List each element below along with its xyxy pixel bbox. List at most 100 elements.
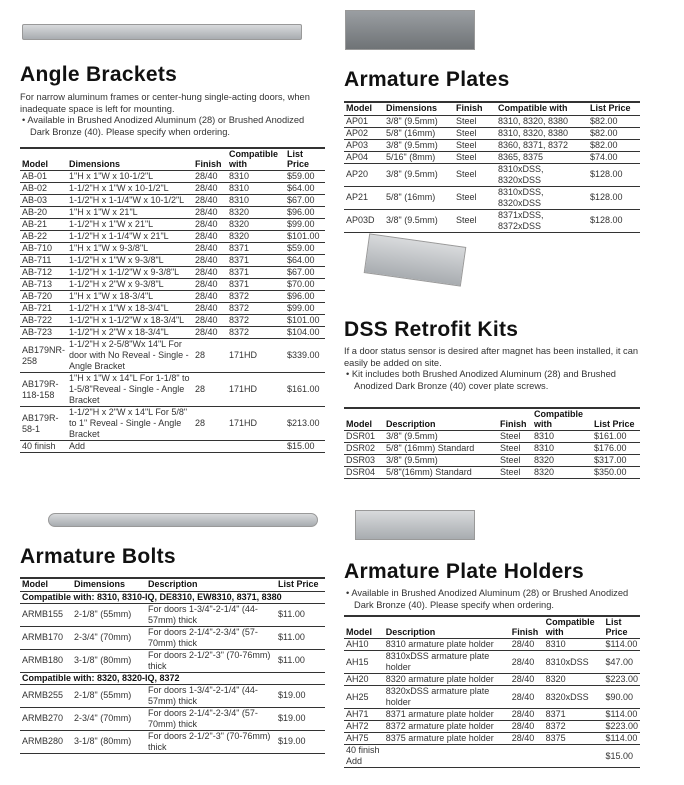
- group-label: Compatible with: 8320, 8320-IQ, 8372: [20, 672, 325, 685]
- column-header: Model: [344, 616, 384, 639]
- table-cell: 8310 armature plate holder: [383, 638, 510, 651]
- table-cell: AH71: [344, 708, 384, 721]
- column-header: Description: [383, 616, 510, 639]
- table-cell: For doors 2-1/4"-2-3/4" (57-70mm) thick: [146, 626, 276, 650]
- section-title: DSS Retrofit Kits: [344, 318, 519, 341]
- table-cell: 28: [193, 338, 228, 373]
- table-row: AB-720 1"H x 1"W x 18-3/4"L 28/40 8372 $96.0…: [20, 290, 325, 303]
- table-cell: $114.00: [603, 732, 640, 745]
- table-cell: $74.00: [588, 151, 640, 164]
- table-cell: 1"H x 1"W x 18-3/4"L: [67, 290, 194, 303]
- table-row: AP03 3/8" (9.5mm) Steel 8360, 8371, 8372 $82…: [344, 139, 640, 152]
- table-cell: 171HD: [227, 338, 286, 373]
- table-cell: 28: [193, 372, 228, 407]
- column-header: Model: [344, 102, 384, 116]
- column-header: Finish: [454, 102, 496, 116]
- table-cell: $19.00: [276, 684, 325, 708]
- table-row: AP02 5/8" (16mm) Steel 8310, 8320, 8380 $82.…: [344, 127, 640, 140]
- table-cell: [383, 744, 510, 768]
- header-row: Model Description Finish Compatible with Lis…: [344, 408, 640, 431]
- table-cell: 8320: [543, 673, 604, 686]
- table-cell: 28/40: [193, 170, 228, 183]
- table-cell: AB-02: [20, 182, 68, 195]
- table-cell: 28: [193, 406, 228, 441]
- table-cell: 8320: [227, 218, 286, 231]
- header-row: Model Dimensions Finish Compatible with List…: [344, 102, 640, 116]
- table-cell: $128.00: [588, 163, 640, 187]
- table-row: AB179R-58-1 1-1/2"H x 2"W x 14"L For 5/8"…: [20, 406, 325, 441]
- table-cell: 8372: [543, 720, 604, 733]
- table-row: AB-712 1-1/2"H x 1-1/2"W x 9-3/8"L 28/40 83…: [20, 266, 325, 279]
- table-cell: AB-01: [20, 170, 68, 183]
- table-cell: AB-711: [20, 254, 68, 267]
- table-cell: AB-713: [20, 278, 68, 291]
- column-header: Model: [344, 408, 384, 431]
- group-row: Compatible with: 8310, 8310-IQ, DE8310, …: [20, 591, 325, 604]
- table-cell: 8310: [227, 182, 286, 195]
- table-cell: $19.00: [276, 707, 325, 731]
- armature-bolts-section: Armature Bolts Model Dimensions Descriptio…: [20, 545, 325, 754]
- table-cell: $161.00: [592, 430, 640, 443]
- table-row: ARMB270 2-3/4" (70mm) For doors 2-1/4"-2-3…: [20, 707, 325, 731]
- table-cell: 8310, 8320, 8380: [496, 127, 588, 140]
- angle-brackets-table: Model Dimensions Finish Compatible with List…: [20, 147, 325, 453]
- table-cell: 40 finish: [20, 440, 68, 453]
- table-cell: $114.00: [603, 638, 640, 651]
- table-cell: 28/40: [509, 708, 544, 721]
- table-row: AB-21 1-1/2"H x 1"W x 21"L 28/40 8320 $99.00: [20, 218, 325, 231]
- table-cell: 8310xDSS, 8320xDSS: [496, 186, 588, 210]
- table-cell: AH25: [344, 685, 384, 709]
- table-cell: AP04: [344, 151, 384, 164]
- table-cell: $64.00: [285, 182, 325, 195]
- table-cell: 8310xDSS, 8320xDSS: [496, 163, 588, 187]
- table-cell: Steel: [454, 127, 496, 140]
- column-header: Model: [20, 148, 68, 171]
- table-cell: $350.00: [592, 466, 640, 479]
- table-row: AB179NR-258 1-1/2"H x 2-5/8"Wx 14"L For d…: [20, 338, 325, 373]
- table-cell: 5/8" (16mm): [384, 186, 454, 210]
- table-cell: AP03D: [344, 209, 384, 233]
- table-cell: Steel: [454, 209, 496, 233]
- table-cell: 2-1/8" (55mm): [72, 603, 146, 627]
- table-cell: 28/40: [509, 732, 544, 745]
- table-cell: $67.00: [285, 266, 325, 279]
- table-cell: $104.00: [285, 326, 325, 339]
- column-header: Dimensions: [72, 578, 146, 592]
- table-cell: 8320: [532, 454, 592, 467]
- column-header: List Price: [588, 102, 640, 116]
- table-row: AB-01 1"H x 1"W x 10-1/2"L 28/40 8310 $59.00: [20, 170, 325, 183]
- table-cell: 28/40: [193, 254, 228, 267]
- angle-brackets-section: Angle Brackets For narrow aluminum frame…: [20, 63, 325, 453]
- dss-kit-image: [363, 233, 467, 287]
- table-cell: AP21: [344, 186, 384, 210]
- table-cell: ARMB180: [20, 649, 72, 673]
- table-row: ARMB155 2-1/8" (55mm) For doors 1-3/4"-2-1…: [20, 603, 325, 627]
- table-cell: 3/8" (9.5mm): [384, 454, 498, 467]
- table-cell: 8320: [227, 230, 286, 243]
- table-cell: 3/8" (9.5mm): [384, 430, 498, 443]
- table-cell: 8320: [227, 206, 286, 219]
- table-cell: $317.00: [592, 454, 640, 467]
- table-cell: 1"H x 1"W x 21"L: [67, 206, 194, 219]
- table-row: 40 finish Add $15.00: [20, 440, 325, 453]
- armature-plate-image: [345, 10, 475, 50]
- table-row: AB-02 1-1/2"H x 1"W x 10-1/2"L 28/40 8310 $6…: [20, 182, 325, 195]
- table-cell: 1-1/2"H x 2"W x 14"L For 5/8" to 1" Reve…: [67, 406, 194, 441]
- table-cell: AB-712: [20, 266, 68, 279]
- column-header: Dimensions: [67, 148, 194, 171]
- plate-holder-image: [355, 510, 475, 540]
- group-label: Compatible with: 8310, 8310-IQ, DE8310, …: [20, 591, 325, 604]
- table-cell: 8310: [227, 194, 286, 207]
- table-cell: 3/8" (9.5mm): [384, 115, 454, 128]
- table-cell: $96.00: [285, 290, 325, 303]
- table-cell: 8372 armature plate holder: [383, 720, 510, 733]
- armature-bolts-table: Model Dimensions Description List Price Comp…: [20, 577, 325, 754]
- table-row: AP21 5/8" (16mm) Steel 8310xDSS, 8320xDSS $1…: [344, 186, 640, 210]
- table-row: ARMB170 2-3/4" (70mm) For doors 2-1/4"-2-3…: [20, 626, 325, 650]
- table-cell: 28/40: [509, 685, 544, 709]
- table-row: AH10 8310 armature plate holder 28/40 8310 $…: [344, 638, 640, 651]
- bullet-text: • Available in Brushed Anodized Aluminum…: [22, 115, 305, 137]
- table-cell: 8375 armature plate holder: [383, 732, 510, 745]
- table-cell: $11.00: [276, 603, 325, 627]
- table-row: DSR03 3/8" (9.5mm) Steel 8320 $317.00: [344, 454, 640, 467]
